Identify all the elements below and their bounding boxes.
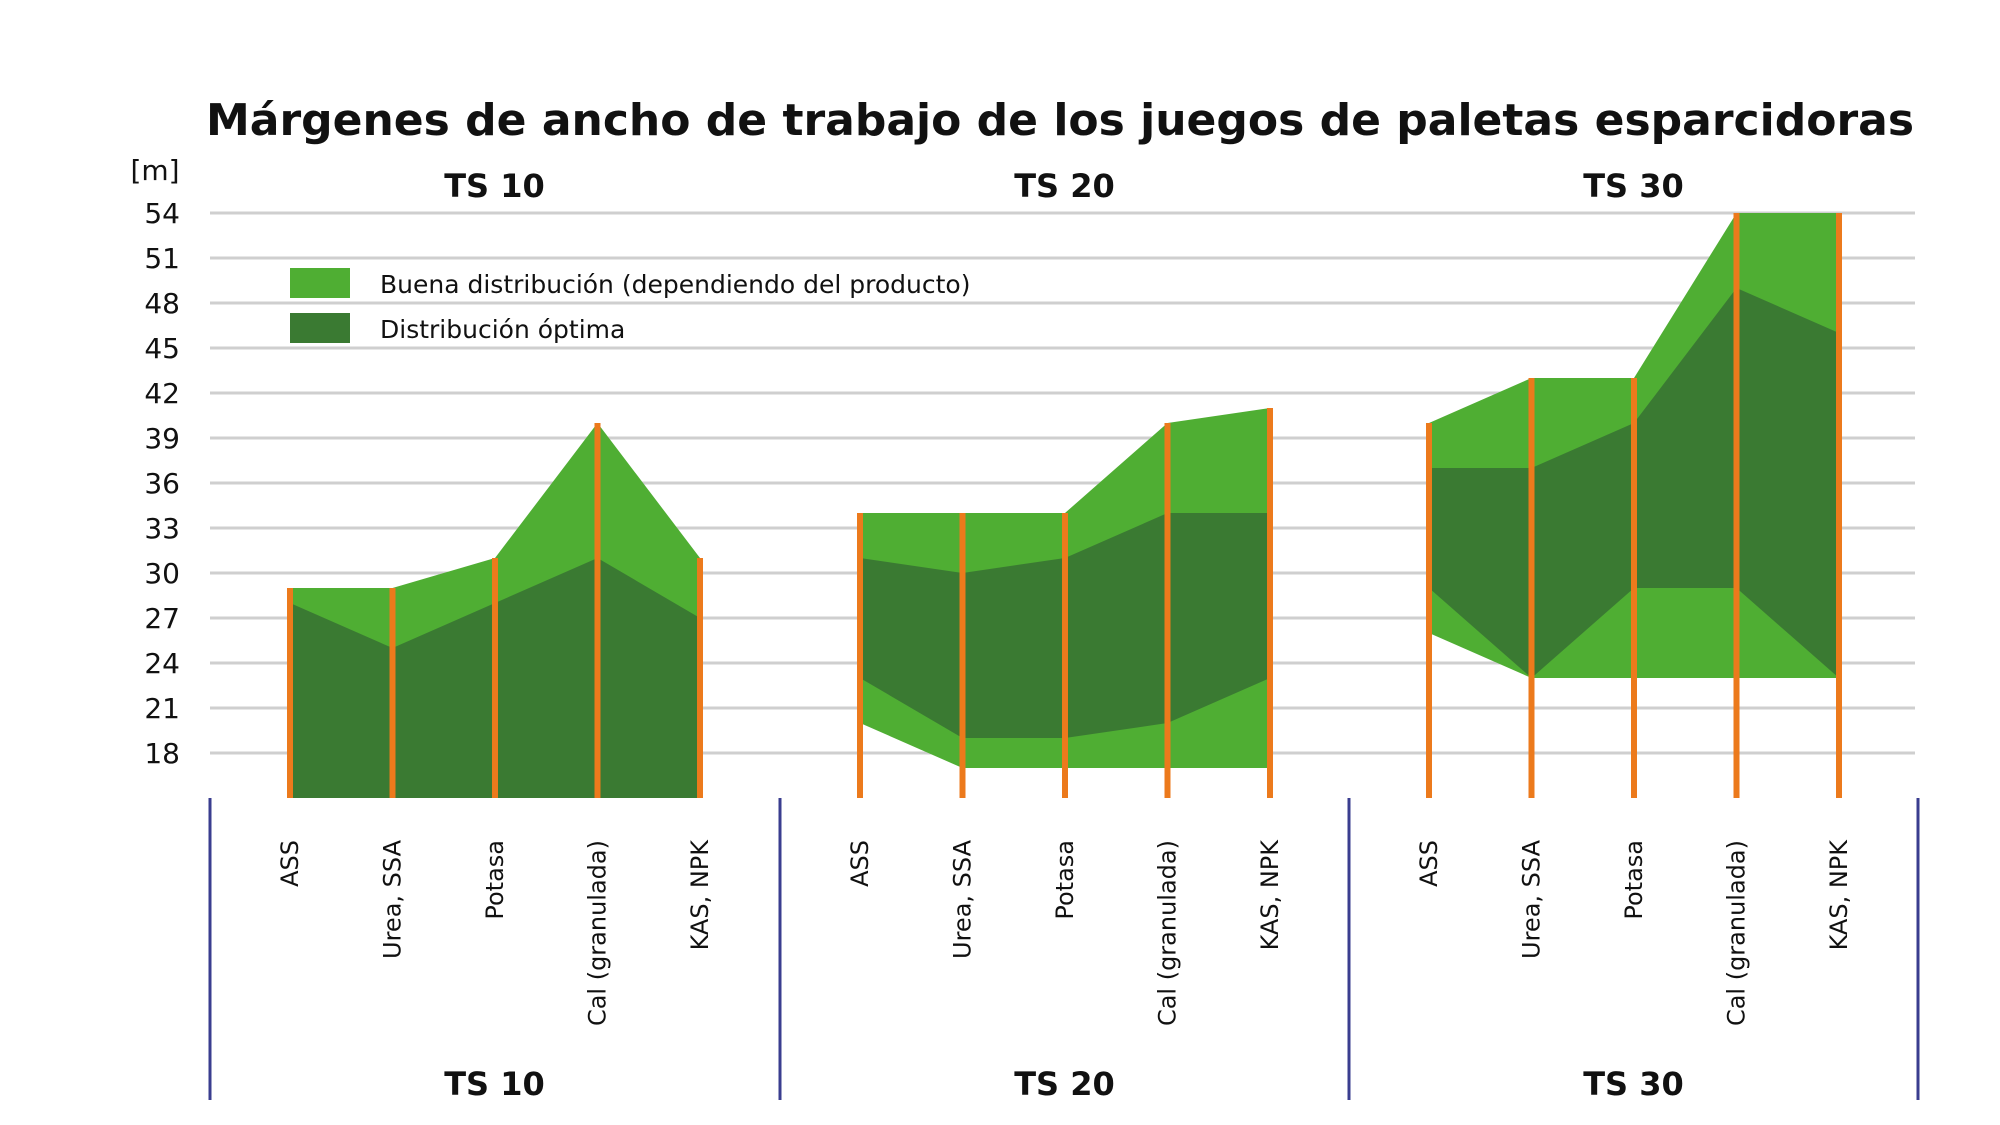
y-tick-label: 27 — [144, 602, 180, 635]
y-tick-label: 36 — [144, 467, 180, 500]
category-label: KAS, NPK — [1825, 839, 1853, 951]
category-label: ASS — [1415, 840, 1443, 887]
panel-title-bottom: TS 30 — [1583, 1065, 1684, 1103]
panels: TS 10 TS 10 ASS Urea, SSA Potasa Cal (granula… — [208, 167, 1920, 1103]
legend-label-good: Buena distribución (dependiendo del prod… — [380, 270, 970, 299]
y-tick-label: 54 — [144, 197, 180, 230]
panel-title-top: TS 30 — [1583, 167, 1684, 205]
category-label: Potasa — [1051, 840, 1079, 920]
y-tick-label: 51 — [144, 242, 180, 275]
y-axis: 18 21 24 27 30 33 36 39 42 45 48 51 54 — [144, 197, 180, 770]
y-tick-label: 39 — [144, 422, 180, 455]
y-tick-label: 42 — [144, 377, 180, 410]
category-label: ASS — [846, 840, 874, 887]
category-label: KAS, NPK — [1256, 839, 1284, 951]
category-label: Cal (granulada) — [1154, 840, 1182, 1026]
legend: Buena distribución (dependiendo del prod… — [290, 268, 970, 344]
y-tick-label: 24 — [144, 647, 180, 680]
legend-swatch-good — [290, 268, 350, 298]
category-label: Urea, SSA — [949, 839, 977, 959]
category-label: KAS, NPK — [686, 839, 714, 951]
category-label: ASS — [276, 840, 304, 887]
category-label: Urea, SSA — [1518, 839, 1546, 959]
panel-ts-30: TS 30 TS 30 ASS Urea, SSA Potasa Cal (granula… — [1415, 167, 1853, 1103]
y-unit-label: [m] — [130, 154, 179, 187]
legend-label-optimal: Distribución óptima — [380, 315, 625, 344]
panel-ts-20: TS 20 TS 20 ASS Urea, SSA Potasa Cal (granula… — [846, 167, 1284, 1103]
panel-title-bottom: TS 20 — [1014, 1065, 1115, 1103]
y-tick-label: 48 — [144, 287, 180, 320]
y-tick-label: 21 — [144, 692, 180, 725]
panel-title-bottom: TS 10 — [444, 1065, 545, 1103]
panel-ts-10: TS 10 TS 10 ASS Urea, SSA Potasa Cal (granula… — [276, 167, 714, 1103]
category-label: Potasa — [481, 840, 509, 920]
category-label: Urea, SSA — [379, 839, 407, 959]
panel-title-top: TS 20 — [1014, 167, 1115, 205]
category-label: Cal (granulada) — [584, 840, 612, 1026]
y-tick-label: 30 — [144, 557, 180, 590]
category-label: Potasa — [1620, 840, 1648, 920]
y-tick-label: 33 — [144, 512, 180, 545]
panel-title-top: TS 10 — [444, 167, 545, 205]
category-label: Cal (granulada) — [1723, 840, 1751, 1026]
y-tick-label: 18 — [144, 737, 180, 770]
chart-title: Márgenes de ancho de trabajo de los jueg… — [206, 95, 1914, 146]
y-tick-label: 45 — [144, 332, 180, 365]
legend-swatch-optimal — [290, 313, 350, 343]
